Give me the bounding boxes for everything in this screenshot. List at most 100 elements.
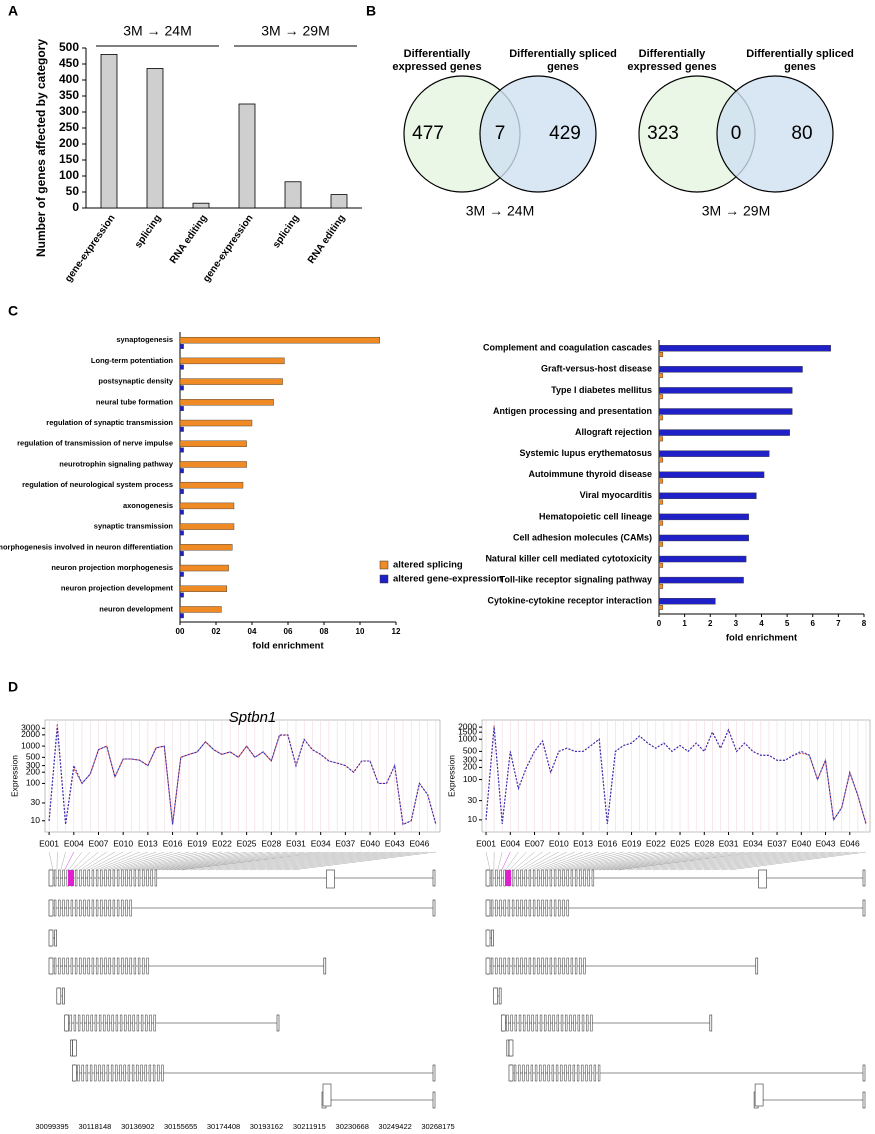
x-tick-label: splicing	[133, 213, 164, 250]
gene-link	[497, 851, 503, 871]
exon	[547, 1064, 550, 1082]
exon	[516, 899, 519, 917]
category-label: neuron development	[99, 604, 173, 613]
category-label: axonogenesis	[123, 501, 173, 510]
exon	[137, 957, 141, 975]
gene-link	[678, 851, 818, 871]
bar	[179, 468, 184, 474]
gene-link	[127, 851, 206, 871]
exon	[112, 869, 116, 887]
exon	[276, 1014, 280, 1032]
exon	[74, 899, 78, 917]
y-tick-label: 2000	[458, 721, 477, 731]
gene-link	[142, 851, 239, 871]
venn-count: 323	[647, 123, 679, 144]
gene-link	[162, 851, 280, 871]
bar	[658, 541, 664, 547]
y-tick-label: 500	[59, 40, 79, 54]
exon	[597, 1064, 601, 1082]
exon	[532, 957, 536, 975]
y-tick-label: 1000	[458, 733, 477, 743]
x-tick-label: E025	[670, 838, 690, 848]
bar	[658, 436, 664, 442]
bar	[179, 564, 229, 572]
gene-link	[232, 851, 379, 871]
venn-count: 80	[791, 123, 812, 144]
exon	[535, 1014, 538, 1032]
exon	[539, 1014, 543, 1032]
exon	[69, 1014, 72, 1032]
exon	[107, 1014, 110, 1032]
exon	[79, 869, 82, 887]
exon	[87, 957, 90, 975]
y-tick-label: 50	[66, 184, 80, 198]
gene-link	[536, 851, 584, 871]
expression-line	[48, 727, 437, 826]
expression-line	[485, 727, 867, 824]
exon	[549, 957, 553, 975]
gene-link	[103, 851, 157, 871]
bar	[179, 571, 184, 577]
category-label: Natural killer cell mediated cytotoxicit…	[485, 553, 652, 563]
gene-link	[703, 851, 842, 871]
bar	[658, 520, 664, 526]
exon	[322, 1083, 332, 1107]
exon	[530, 1064, 534, 1082]
x-tick-label: E013	[573, 838, 593, 848]
bar	[658, 450, 770, 457]
exon-highlight	[505, 870, 511, 886]
bar	[179, 399, 274, 406]
exon	[48, 957, 54, 975]
gene-link	[513, 851, 535, 871]
exon	[115, 1064, 118, 1082]
y-tick-label: 200	[26, 766, 40, 776]
gene-link	[292, 851, 436, 871]
exon	[526, 1064, 529, 1082]
bar	[658, 478, 664, 484]
x-tick-label: 8	[862, 619, 867, 628]
gene-link	[528, 851, 567, 871]
exon	[58, 899, 61, 917]
exon	[574, 957, 578, 975]
exon	[534, 1064, 538, 1082]
exon	[862, 1091, 866, 1109]
exon	[104, 957, 107, 975]
exon	[541, 957, 544, 975]
venn-circle	[716, 75, 834, 193]
exon	[323, 957, 327, 975]
exon	[583, 957, 586, 975]
category-label: Cell adhesion molecules (CAMs)	[513, 532, 652, 542]
category-label: cell morphogenesis involved in neuron di…	[0, 542, 173, 551]
bar	[658, 597, 716, 605]
exon	[513, 1064, 517, 1082]
y-tick-label: 100	[463, 774, 477, 784]
exon	[152, 1064, 156, 1082]
x-tick-label: E040	[791, 838, 811, 848]
set-label: Differentially expressed genes	[392, 48, 482, 73]
exon	[129, 869, 132, 887]
coordinate-label: 30193162	[250, 1122, 283, 1131]
bar	[179, 613, 184, 619]
y-tick-label: 150	[59, 152, 79, 166]
exon	[77, 1064, 80, 1082]
gene-link	[540, 851, 592, 871]
exon	[532, 869, 536, 887]
gene-link	[544, 851, 600, 871]
x-tick-label: 12	[392, 627, 401, 636]
bar	[179, 509, 184, 515]
exon	[140, 1014, 144, 1032]
exon	[516, 957, 519, 975]
exon	[53, 899, 57, 917]
exon	[150, 869, 153, 887]
exon	[493, 987, 498, 1005]
bar	[179, 606, 222, 613]
bar	[179, 357, 285, 365]
y-tick-label: 3000	[21, 723, 40, 733]
gene-link	[556, 851, 624, 871]
bar	[658, 555, 747, 563]
exon	[543, 1064, 546, 1082]
exon	[58, 869, 61, 887]
y-axis-label: Expression	[9, 755, 19, 797]
gene-link	[241, 851, 387, 871]
gene-link	[579, 851, 673, 871]
